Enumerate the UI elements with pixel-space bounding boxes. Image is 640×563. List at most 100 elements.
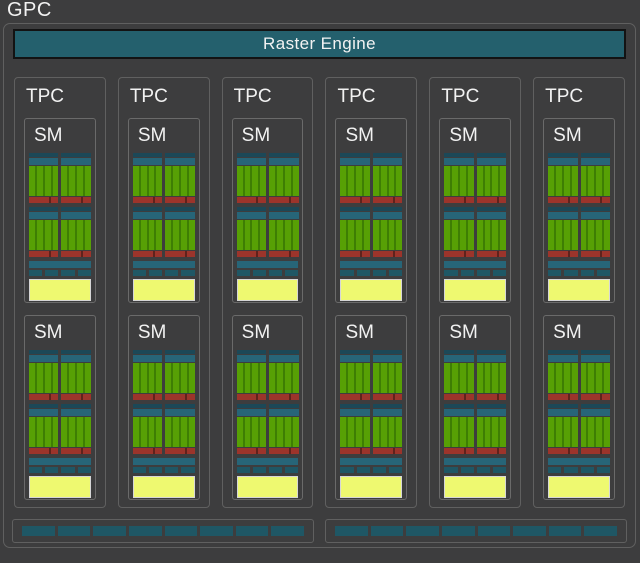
tex-units-row	[29, 270, 91, 276]
warp-scheduler-bar	[29, 404, 59, 408]
tex-unit	[132, 467, 147, 473]
ldst-sfu-bar	[580, 394, 610, 400]
core-array	[476, 166, 507, 196]
rop-unit	[584, 526, 617, 536]
tex-units-row	[340, 467, 403, 473]
warp-scheduler-bar	[372, 207, 403, 211]
tex-unit	[372, 467, 387, 473]
core-column	[269, 363, 275, 393]
core-array	[236, 166, 267, 196]
tex-unit	[181, 270, 195, 276]
core-column	[604, 363, 610, 393]
core-column	[396, 363, 403, 393]
interconnect-bar	[29, 458, 91, 465]
register-file-bar	[269, 158, 299, 165]
ldst-segment	[132, 197, 153, 203]
ldst-segment	[340, 394, 361, 400]
core-column	[252, 220, 259, 250]
ldst-sfu-bar	[580, 197, 610, 203]
interconnect-bar	[548, 458, 610, 465]
tpc-box: TPC SM SM	[221, 77, 314, 508]
register-file-bar	[29, 158, 59, 165]
sm-box: SM	[127, 118, 200, 303]
warp-scheduler-bar	[61, 207, 91, 211]
ldst-segment	[548, 448, 568, 454]
core-column	[236, 166, 243, 196]
shared-memory-block	[444, 476, 507, 498]
ldst-segment	[498, 197, 507, 203]
core-column	[52, 166, 59, 196]
core-column	[500, 417, 507, 447]
core-column	[252, 363, 259, 393]
ldst-segment	[569, 251, 578, 257]
core-column	[260, 166, 267, 196]
core-column	[563, 166, 570, 196]
tex-unit	[269, 467, 283, 473]
sm-subcore	[269, 207, 299, 257]
register-file-bar	[476, 355, 507, 362]
ldst-segment	[394, 448, 403, 454]
sm-subcore	[132, 153, 163, 203]
register-file-bar	[61, 409, 91, 416]
core-array	[372, 417, 403, 447]
ldst-sfu-bar	[165, 448, 195, 454]
core-column	[148, 363, 155, 393]
sm-subcore	[29, 404, 59, 454]
sm-subcore	[548, 153, 578, 203]
sm-subcore	[61, 350, 91, 400]
warp-scheduler-bar	[476, 153, 507, 157]
ldst-segment	[548, 251, 568, 257]
core-array	[236, 417, 267, 447]
core-column	[452, 363, 459, 393]
ldst-segment	[290, 448, 299, 454]
core-column	[284, 417, 291, 447]
core-array	[372, 220, 403, 250]
core-column	[467, 166, 474, 196]
core-column	[388, 417, 395, 447]
register-file-bar	[61, 212, 91, 219]
tex-unit	[356, 467, 370, 473]
gpc-container: Raster Engine TPC SM SM TPC SM SM TPC SM…	[3, 23, 636, 548]
tex-unit	[181, 467, 195, 473]
register-file-bar	[476, 158, 507, 165]
warp-scheduler-bar	[444, 153, 474, 157]
rop-unit	[335, 526, 368, 536]
core-column	[596, 220, 603, 250]
core-array	[340, 417, 370, 447]
core-array	[269, 166, 299, 196]
sm-partition	[132, 404, 195, 454]
ldst-sfu-bar	[372, 448, 403, 454]
sm-box: SM	[231, 315, 304, 500]
sm-label: SM	[34, 125, 63, 146]
rop-unit	[22, 526, 55, 536]
core-column	[77, 166, 83, 196]
sm-subcore	[269, 404, 299, 454]
sm-box: SM	[335, 118, 408, 303]
ldst-segment	[580, 448, 601, 454]
tex-unit	[492, 467, 507, 473]
core-array	[29, 166, 59, 196]
ldst-segment	[269, 251, 289, 257]
ldst-segment	[50, 448, 59, 454]
register-file-bar	[444, 355, 474, 362]
warp-scheduler-bar	[29, 207, 59, 211]
core-array	[444, 417, 474, 447]
sm-subcore	[29, 350, 59, 400]
rop-unit	[477, 526, 511, 536]
shared-memory-block	[132, 476, 195, 498]
core-column	[244, 417, 251, 447]
ldst-sfu-bar	[476, 251, 507, 257]
sm-subcore	[132, 404, 163, 454]
interconnect-bar	[236, 261, 299, 268]
core-column	[588, 166, 595, 196]
tex-unit	[29, 270, 43, 276]
sm-partition	[340, 153, 403, 203]
register-file-bar	[132, 355, 163, 362]
core-column	[188, 166, 195, 196]
core-column	[236, 220, 243, 250]
core-column	[596, 166, 603, 196]
sm-subcore	[29, 207, 59, 257]
core-column	[588, 363, 595, 393]
tex-unit	[340, 467, 354, 473]
register-file-bar	[548, 212, 578, 219]
